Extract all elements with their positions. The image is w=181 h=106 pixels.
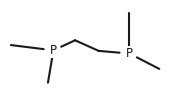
Text: P: P [126,47,133,60]
Text: P: P [50,44,57,57]
